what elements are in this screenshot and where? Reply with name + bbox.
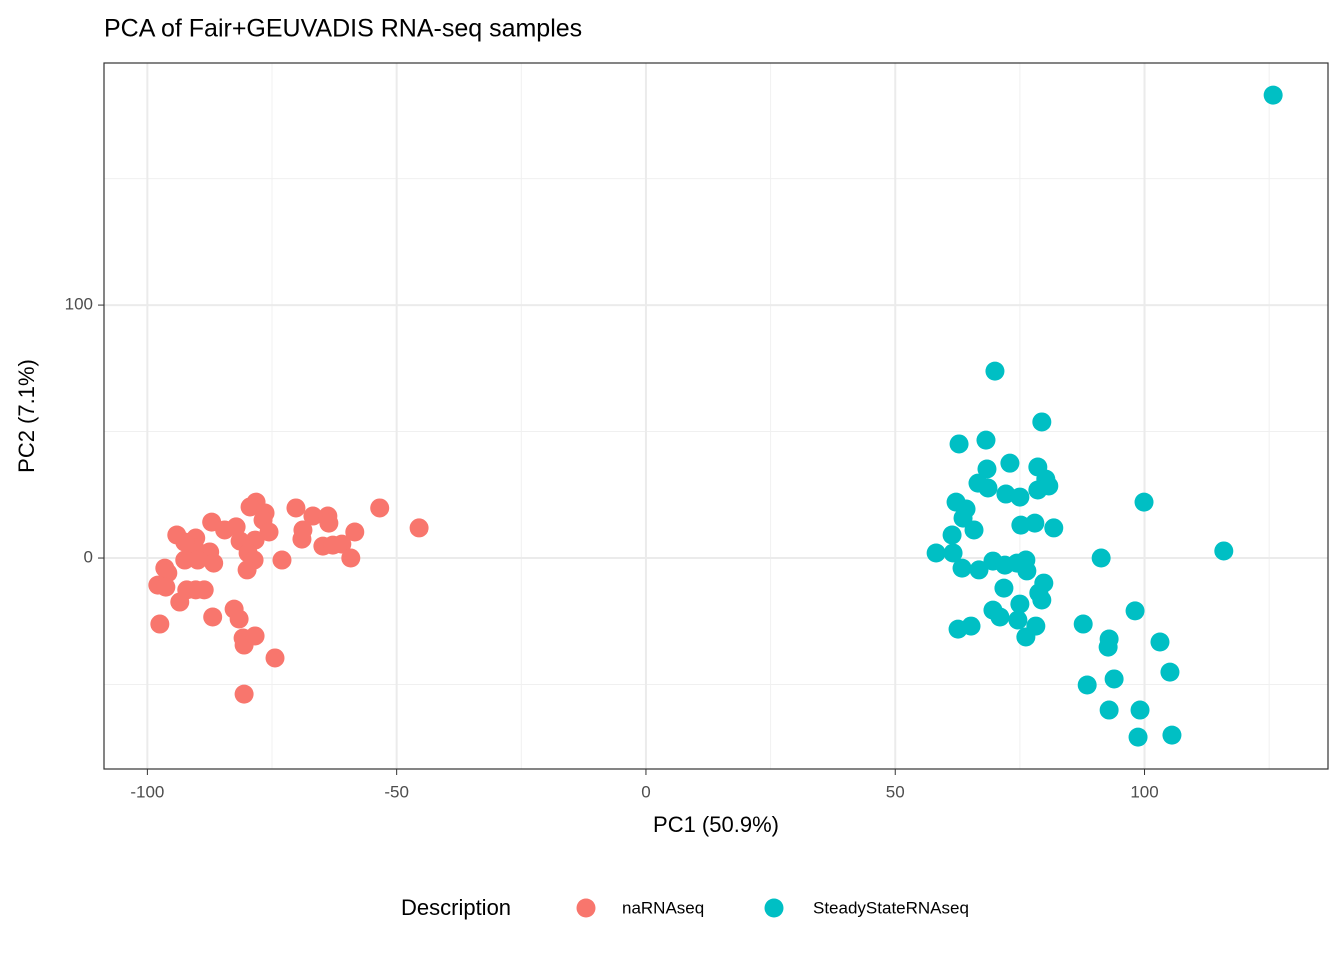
point bbox=[1032, 590, 1052, 610]
legend-key bbox=[576, 898, 596, 918]
point bbox=[1000, 453, 1020, 473]
point bbox=[926, 543, 946, 563]
point bbox=[952, 558, 972, 578]
point bbox=[942, 525, 962, 545]
point bbox=[1028, 480, 1048, 500]
legend-key bbox=[764, 898, 784, 918]
point bbox=[370, 498, 390, 518]
point bbox=[240, 497, 260, 517]
plot-border bbox=[103, 62, 1329, 770]
chart-title: PCA of Fair+GEUVADIS RNA-seq samples bbox=[104, 15, 582, 43]
legend-label: SteadyStateRNAseq bbox=[813, 898, 969, 917]
point bbox=[332, 534, 352, 554]
point bbox=[1160, 662, 1180, 682]
point bbox=[259, 522, 279, 542]
point bbox=[204, 553, 224, 573]
point bbox=[156, 577, 176, 597]
point bbox=[1032, 412, 1052, 432]
point bbox=[969, 560, 989, 580]
point bbox=[265, 648, 285, 668]
point bbox=[1130, 700, 1150, 720]
y-tick-label: 100 bbox=[65, 295, 93, 314]
point bbox=[175, 532, 195, 552]
point bbox=[964, 520, 984, 540]
point bbox=[286, 498, 306, 518]
point bbox=[234, 684, 254, 704]
x-tick-label: 0 bbox=[641, 782, 650, 801]
point bbox=[170, 592, 190, 612]
x-tick-label: -50 bbox=[384, 782, 409, 801]
y-tick-label: 0 bbox=[84, 548, 93, 567]
point bbox=[203, 607, 223, 627]
point bbox=[303, 506, 323, 526]
point bbox=[949, 434, 969, 454]
point bbox=[976, 430, 996, 450]
point bbox=[1162, 725, 1182, 745]
point bbox=[978, 478, 998, 498]
point bbox=[1104, 669, 1124, 689]
point bbox=[985, 361, 1005, 381]
point bbox=[272, 550, 292, 570]
point bbox=[194, 580, 214, 600]
point bbox=[1077, 675, 1097, 695]
point bbox=[150, 614, 170, 634]
point bbox=[1099, 700, 1119, 720]
legend-title: Description bbox=[401, 895, 511, 920]
point bbox=[977, 459, 997, 479]
point bbox=[990, 607, 1010, 627]
point bbox=[1128, 727, 1148, 747]
x-tick-label: 100 bbox=[1130, 782, 1158, 801]
point bbox=[245, 626, 265, 646]
point bbox=[409, 518, 429, 538]
point bbox=[1010, 594, 1030, 614]
legend-label: naRNAseq bbox=[622, 898, 704, 917]
point bbox=[1016, 627, 1036, 647]
point bbox=[292, 529, 312, 549]
point bbox=[1091, 548, 1111, 568]
point bbox=[1017, 561, 1037, 581]
point bbox=[175, 550, 195, 570]
x-tick-label: -100 bbox=[130, 782, 164, 801]
point bbox=[1125, 601, 1145, 621]
point bbox=[961, 616, 981, 636]
point bbox=[345, 522, 365, 542]
point bbox=[237, 560, 257, 580]
point bbox=[1010, 487, 1030, 507]
point bbox=[215, 520, 235, 540]
point bbox=[994, 578, 1014, 598]
point bbox=[943, 543, 963, 563]
point bbox=[1214, 541, 1234, 561]
x-tick-label: 50 bbox=[886, 782, 905, 801]
point bbox=[1150, 632, 1170, 652]
point bbox=[341, 548, 361, 568]
point bbox=[1263, 85, 1283, 105]
point bbox=[1044, 518, 1064, 538]
point bbox=[229, 609, 249, 629]
point bbox=[1134, 492, 1154, 512]
y-axis-label: PC2 (7.1%) bbox=[14, 359, 39, 473]
point bbox=[1098, 637, 1118, 657]
point bbox=[1011, 515, 1031, 535]
x-axis-label: PC1 (50.9%) bbox=[653, 812, 779, 837]
point bbox=[1025, 513, 1045, 533]
point bbox=[1073, 614, 1093, 634]
point bbox=[1008, 610, 1028, 630]
point bbox=[319, 513, 339, 533]
